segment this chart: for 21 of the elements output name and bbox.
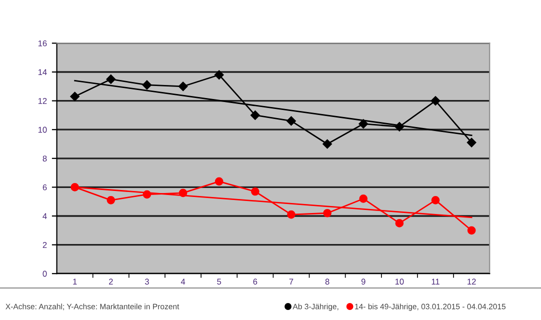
x-tick-label: 4 [180, 278, 186, 284]
y-tick-label: 8 [42, 156, 47, 162]
x-tick-label: 2 [109, 278, 113, 284]
y-tick-label: 16 [38, 40, 47, 46]
x-tick-label: 5 [217, 278, 222, 285]
x-tick-label: 11 [432, 278, 440, 284]
y-tick-label: 2 [42, 242, 47, 248]
y-tick-label: 12 [38, 98, 47, 104]
x-tick-label: 8 [325, 278, 330, 285]
x-tick-label: 9 [361, 278, 366, 285]
x-tick-label: 7 [289, 278, 294, 284]
y-tick-label: 10 [38, 126, 47, 133]
y-tick-label: 14 [38, 69, 47, 76]
y-tick-label: 4 [42, 213, 47, 220]
x-tick-label: 12 [468, 278, 476, 284]
y-tick-label: 6 [42, 184, 47, 190]
y-tick-label: 0 [42, 270, 47, 277]
x-tick-label: 3 [144, 278, 149, 285]
x-tick-label: 6 [253, 278, 258, 285]
x-tick-label: 10 [395, 278, 404, 285]
x-tick-label: 1 [73, 278, 77, 284]
